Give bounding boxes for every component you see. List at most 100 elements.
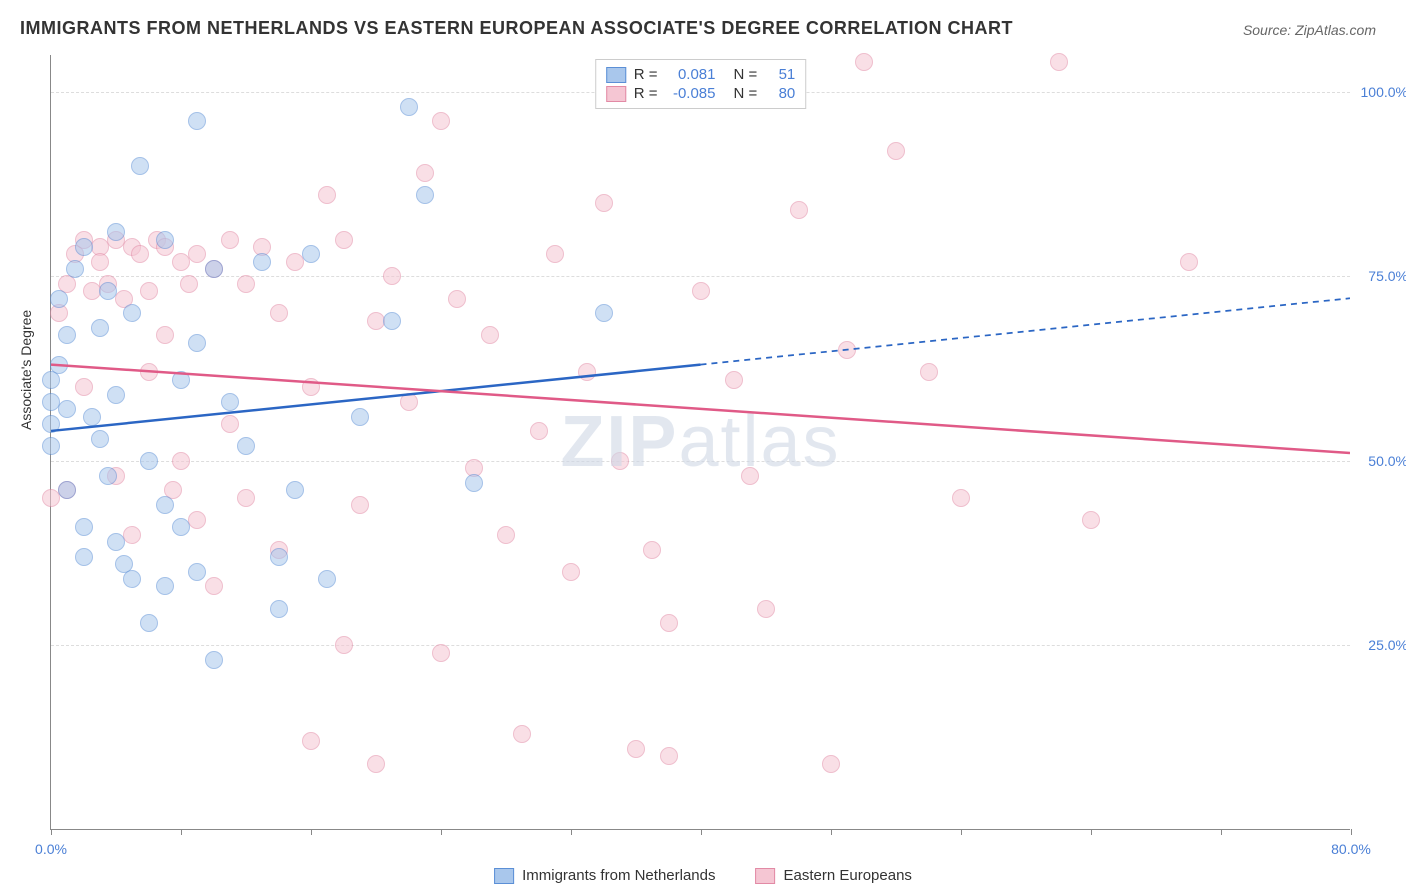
scatter-point: [99, 282, 117, 300]
scatter-point: [188, 112, 206, 130]
scatter-point: [221, 393, 239, 411]
scatter-point: [172, 452, 190, 470]
legend-series-label: Immigrants from Netherlands: [522, 867, 715, 884]
scatter-point: [58, 481, 76, 499]
scatter-point: [432, 112, 450, 130]
scatter-point: [318, 570, 336, 588]
scatter-point: [465, 474, 483, 492]
n-value: 51: [765, 66, 795, 83]
scatter-point: [123, 570, 141, 588]
r-value: -0.085: [666, 85, 716, 102]
scatter-point: [351, 496, 369, 514]
scatter-point: [351, 408, 369, 426]
scatter-point: [58, 400, 76, 418]
scatter-point: [99, 467, 117, 485]
scatter-point: [172, 518, 190, 536]
scatter-point: [790, 201, 808, 219]
scatter-point: [123, 304, 141, 322]
scatter-point: [270, 548, 288, 566]
scatter-point: [75, 548, 93, 566]
scatter-point: [741, 467, 759, 485]
legend-swatch: [606, 67, 626, 83]
scatter-point: [838, 341, 856, 359]
x-tick: [1351, 829, 1352, 835]
scatter-point: [75, 518, 93, 536]
scatter-point: [131, 245, 149, 263]
scatter-point: [140, 282, 158, 300]
scatter-point: [237, 275, 255, 293]
scatter-point: [237, 437, 255, 455]
gridline-h: [51, 645, 1350, 646]
chart-title: IMMIGRANTS FROM NETHERLANDS VS EASTERN E…: [20, 18, 1013, 39]
gridline-h: [51, 461, 1350, 462]
scatter-point: [180, 275, 198, 293]
r-label: R =: [634, 66, 658, 83]
x-tick: [311, 829, 312, 835]
scatter-point: [855, 53, 873, 71]
scatter-point: [302, 245, 320, 263]
x-tick: [571, 829, 572, 835]
scatter-point: [595, 194, 613, 212]
trend-line-dashed: [701, 298, 1351, 364]
r-label: R =: [634, 85, 658, 102]
scatter-point: [270, 600, 288, 618]
scatter-point: [205, 651, 223, 669]
x-tick: [51, 829, 52, 835]
legend-series-label: Eastern Europeans: [783, 867, 911, 884]
source-attribution: Source: ZipAtlas.com: [1243, 22, 1376, 38]
scatter-point: [66, 260, 84, 278]
scatter-point: [156, 326, 174, 344]
scatter-point: [432, 644, 450, 662]
scatter-point: [50, 290, 68, 308]
scatter-point: [91, 319, 109, 337]
legend-series-item: Eastern Europeans: [755, 867, 911, 884]
scatter-point: [107, 223, 125, 241]
x-tick-label: 80.0%: [1331, 841, 1371, 857]
y-tick-label: 50.0%: [1368, 453, 1406, 469]
scatter-point: [448, 290, 466, 308]
scatter-point: [188, 511, 206, 529]
source-value: ZipAtlas.com: [1295, 22, 1376, 38]
x-tick: [1091, 829, 1092, 835]
scatter-point: [140, 452, 158, 470]
scatter-point: [42, 437, 60, 455]
scatter-point: [513, 725, 531, 743]
scatter-point: [156, 496, 174, 514]
scatter-point: [42, 489, 60, 507]
n-value: 80: [765, 85, 795, 102]
legend-stat-row: R =0.081N =51: [606, 66, 796, 83]
scatter-point: [172, 253, 190, 271]
legend-series: Immigrants from Netherlands Eastern Europ…: [494, 867, 912, 884]
scatter-point: [83, 408, 101, 426]
scatter-point: [562, 563, 580, 581]
scatter-point: [611, 452, 629, 470]
scatter-point: [822, 755, 840, 773]
x-tick: [701, 829, 702, 835]
scatter-point: [253, 253, 271, 271]
legend-swatch: [755, 868, 775, 884]
scatter-point: [140, 614, 158, 632]
scatter-point: [237, 489, 255, 507]
source-label: Source:: [1243, 22, 1291, 38]
scatter-point: [1050, 53, 1068, 71]
x-tick: [831, 829, 832, 835]
y-tick-label: 75.0%: [1368, 268, 1406, 284]
scatter-point: [58, 326, 76, 344]
legend-series-item: Immigrants from Netherlands: [494, 867, 715, 884]
scatter-point: [188, 563, 206, 581]
scatter-point: [920, 363, 938, 381]
scatter-point: [416, 164, 434, 182]
x-tick: [1221, 829, 1222, 835]
legend-stat-row: R =-0.085N =80: [606, 85, 796, 102]
r-value: 0.081: [666, 66, 716, 83]
scatter-point: [140, 363, 158, 381]
legend-swatch: [494, 868, 514, 884]
scatter-point: [75, 378, 93, 396]
scatter-point: [383, 267, 401, 285]
legend-correlation-box: R =0.081N =51R =-0.085N =80: [595, 59, 807, 109]
x-tick: [961, 829, 962, 835]
watermark: ZIPatlas: [560, 401, 840, 483]
scatter-point: [660, 614, 678, 632]
scatter-point: [123, 526, 141, 544]
scatter-point: [302, 378, 320, 396]
